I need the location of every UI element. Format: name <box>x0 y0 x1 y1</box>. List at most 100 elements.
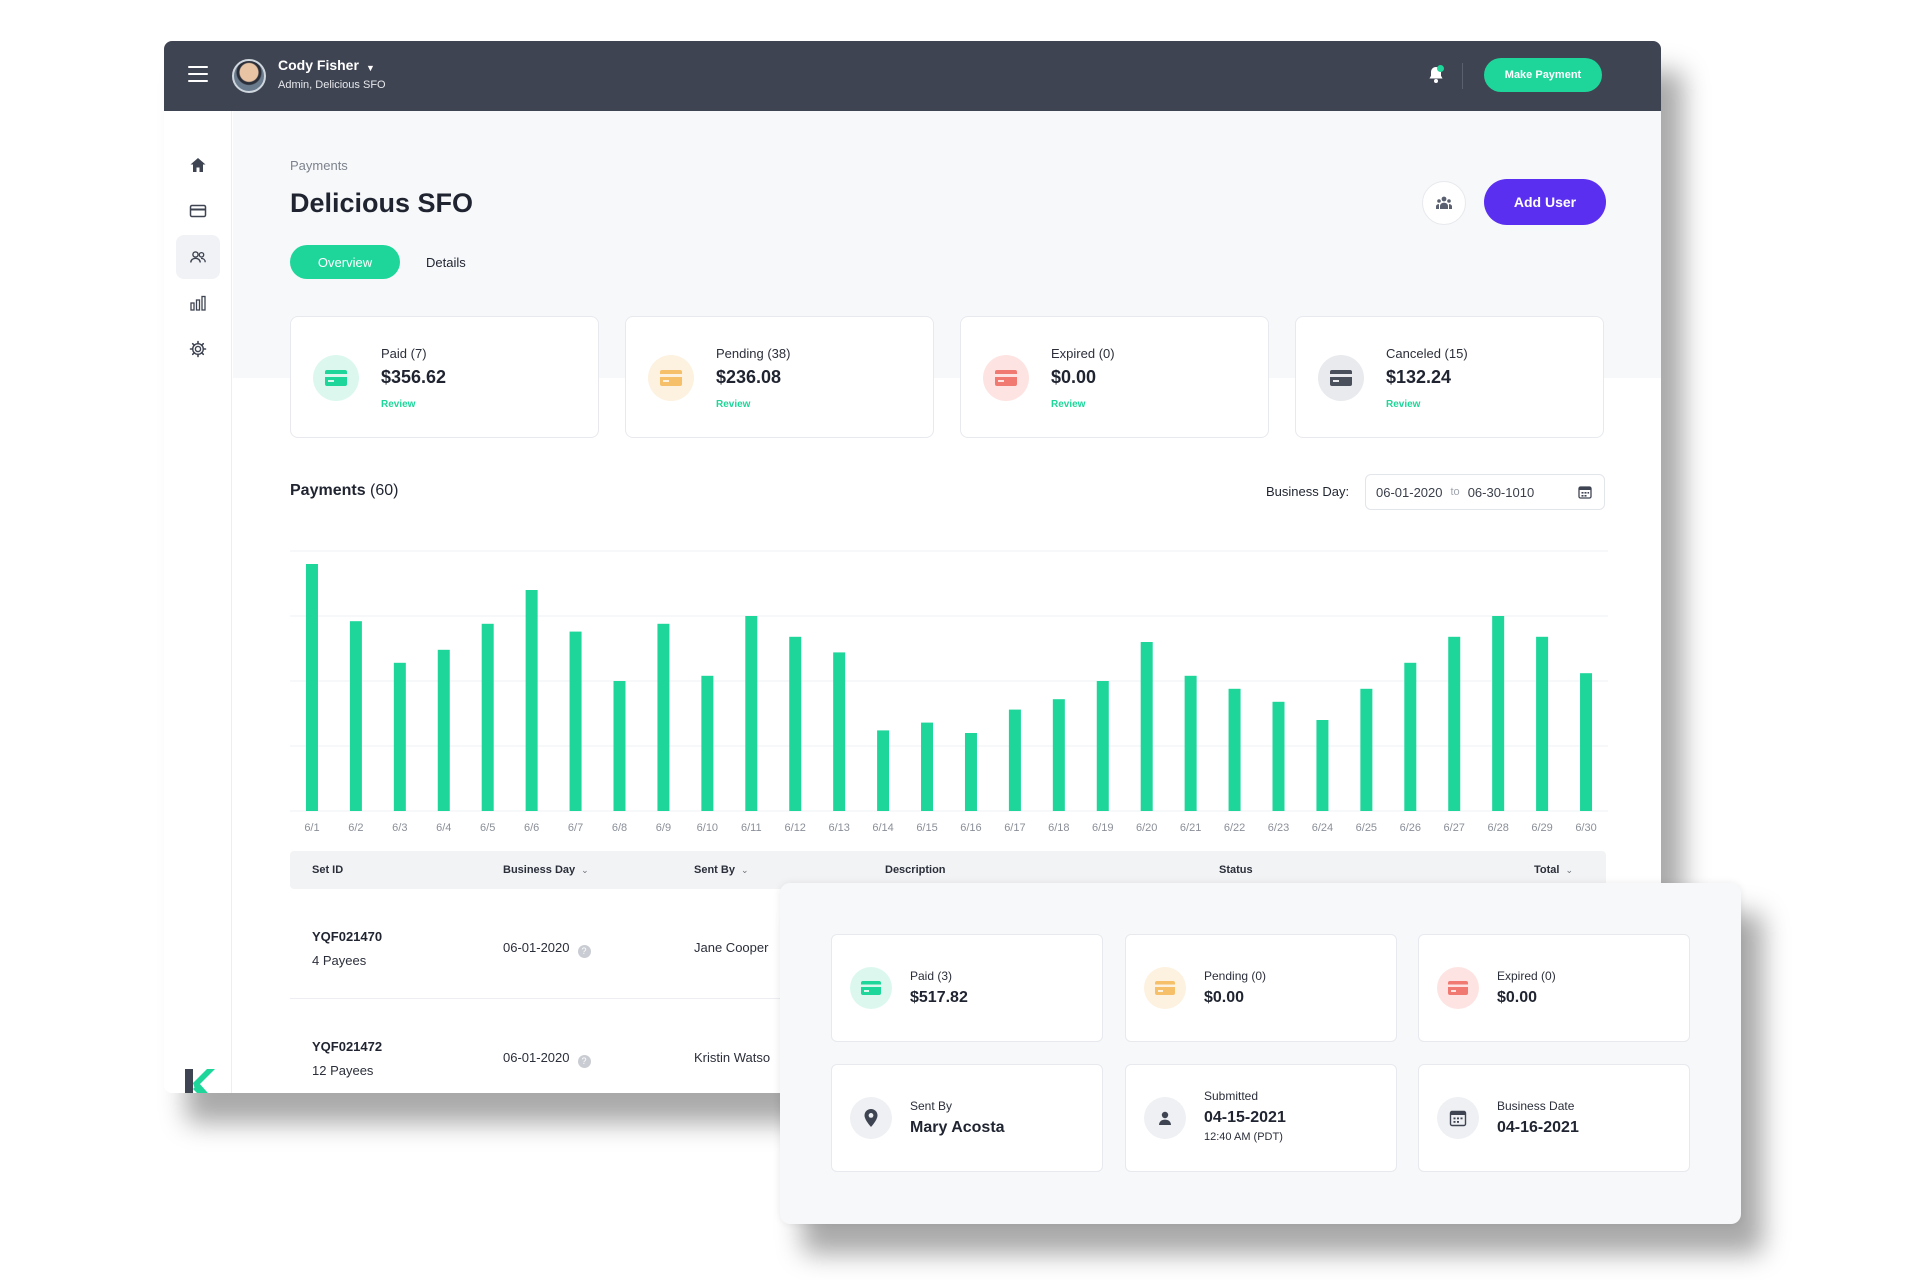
x-tick-label: 6/16 <box>960 822 981 834</box>
stat-card-expired[interactable]: Expired (0) $0.00 Review <box>960 316 1269 438</box>
chart-bar-6-25[interactable] <box>1360 688 1373 811</box>
sidebar-item-payments[interactable] <box>176 189 220 233</box>
table-row[interactable]: YQF021472 12 Payees 06-01-2020? Kristin … <box>290 999 1606 1093</box>
chart-bar-6-10[interactable] <box>701 675 714 811</box>
x-tick-label: 6/10 <box>697 822 718 834</box>
help-icon[interactable]: ? <box>577 1055 591 1068</box>
stat-card-pending[interactable]: Pending (38) $236.08 Review <box>625 316 934 438</box>
sidebar-item-settings[interactable] <box>176 327 220 371</box>
make-payment-button[interactable]: Make Payment <box>1484 58 1602 92</box>
column-header-status[interactable]: Status <box>1219 864 1253 876</box>
tab-details[interactable]: Details <box>426 255 466 270</box>
breadcrumb[interactable]: Payments <box>290 158 348 173</box>
chart-bar-6-8[interactable] <box>613 681 626 811</box>
calendar-icon <box>1437 1097 1479 1139</box>
chart-bar-6-21[interactable] <box>1184 675 1197 811</box>
detail-value: $517.82 <box>910 989 968 1006</box>
chart-bar-6-9[interactable] <box>657 623 670 811</box>
chart-bar-6-23[interactable] <box>1272 701 1285 811</box>
column-header-sent-by[interactable]: Sent By ⌄ <box>694 864 749 876</box>
calendar-icon[interactable] <box>1578 485 1592 499</box>
detail-label: Sent By <box>910 1099 953 1113</box>
x-tick-label: 6/11 <box>741 822 762 834</box>
sidebar-item-home[interactable] <box>176 143 220 187</box>
home-icon <box>190 158 206 172</box>
chevron-down-icon[interactable]: ⌄ <box>1565 865 1574 875</box>
column-header-business-day[interactable]: Business Day ⌄ <box>503 864 589 876</box>
chart-bar-6-14[interactable] <box>877 730 890 811</box>
x-tick-label: 6/22 <box>1224 822 1245 834</box>
date-range-picker[interactable]: 06-01-2020 to 06-30-1010 <box>1365 474 1605 510</box>
detail-label: Submitted <box>1204 1089 1259 1103</box>
chevron-down-icon[interactable]: ⌄ <box>740 865 749 875</box>
stat-label: Pending (38) <box>716 346 791 361</box>
chart-bar-6-3[interactable] <box>393 662 406 811</box>
detail-label: Business Date <box>1497 1099 1575 1113</box>
x-tick-label: 6/20 <box>1136 822 1157 834</box>
date-to-label: to <box>1450 486 1460 498</box>
column-header-total[interactable]: Total ⌄ <box>1534 864 1573 876</box>
sidebar-item-users[interactable] <box>176 235 220 279</box>
review-link[interactable]: Review <box>381 399 416 410</box>
column-header-set-id[interactable]: Set ID <box>312 864 343 876</box>
stat-card-canceled[interactable]: Canceled (15) $132.24 Review <box>1295 316 1604 438</box>
chart-bar-6-7[interactable] <box>569 631 582 811</box>
credit-card-icon <box>189 204 207 218</box>
chevron-down-icon[interactable]: ▼ <box>366 63 375 73</box>
chart-bar-6-18[interactable] <box>1052 699 1065 811</box>
credit-card-icon <box>850 967 892 1009</box>
chart-bar-6-29[interactable] <box>1536 636 1549 811</box>
date-from[interactable]: 06-01-2020 <box>1376 484 1443 500</box>
chart-bar-6-16[interactable] <box>964 733 977 811</box>
chevron-down-icon[interactable]: ⌄ <box>581 865 589 875</box>
payments-bar-chart: 6/1 6/2 6/3 6/4 6/5 6/6 6/7 6/8 6/9 6/10 6/11 6/12 6… <box>290 550 1608 834</box>
date-to[interactable]: 06-30-1010 <box>1467 484 1535 500</box>
chart-bar-6-24[interactable] <box>1316 720 1329 811</box>
column-header-description[interactable]: Description <box>885 864 946 876</box>
chart-bar-6-2[interactable] <box>349 621 362 811</box>
chart-bar-6-17[interactable] <box>1008 709 1021 811</box>
chart-bar-6-12[interactable] <box>789 636 802 811</box>
chart-bar-6-11[interactable] <box>745 616 758 811</box>
chart-bar-6-27[interactable] <box>1448 636 1461 811</box>
chart-bar-6-4[interactable] <box>437 649 450 811</box>
set-id[interactable]: YQF021470 <box>312 929 383 944</box>
tab-overview[interactable]: Overview <box>290 245 400 279</box>
chart-bar-6-6[interactable] <box>525 590 538 811</box>
divider <box>1462 63 1463 89</box>
stat-card-paid[interactable]: Paid (7) $356.62 Review <box>290 316 599 438</box>
sent-by-cell: Kristin Watso <box>694 1050 771 1065</box>
x-tick-label: 6/5 <box>480 822 495 834</box>
user-name[interactable]: Cody Fisher <box>278 57 359 73</box>
chart-bar-6-30[interactable] <box>1580 673 1593 811</box>
x-tick-label: 6/30 <box>1575 822 1596 834</box>
review-link[interactable]: Review <box>716 399 751 410</box>
chart-bar-6-19[interactable] <box>1096 681 1109 811</box>
column-label: Set ID <box>312 864 344 876</box>
detail-card-pending: Pending (0) $0.00 <box>1125 934 1397 1042</box>
chart-bar-6-28[interactable] <box>1492 616 1505 811</box>
review-link[interactable]: Review <box>1051 399 1086 410</box>
chart-bar-6-5[interactable] <box>481 623 494 811</box>
help-icon[interactable]: ? <box>577 945 591 958</box>
add-user-button[interactable]: Add User <box>1484 179 1606 225</box>
chart-bar-6-26[interactable] <box>1404 662 1417 811</box>
chart-bar-6-13[interactable] <box>833 652 846 811</box>
x-tick-label: 6/14 <box>872 822 893 834</box>
group-icon <box>1436 196 1452 209</box>
review-link[interactable]: Review <box>1386 399 1421 410</box>
credit-card-icon <box>1144 967 1186 1009</box>
payment-detail-panel: Paid (3) $517.82 Pending (0) $0.00 Expir… <box>780 883 1741 1224</box>
credit-card-icon <box>1437 967 1479 1009</box>
menu-icon[interactable] <box>188 66 208 84</box>
avatar[interactable] <box>232 59 266 93</box>
chart-bar-6-22[interactable] <box>1228 688 1241 811</box>
chart-bar-6-20[interactable] <box>1140 642 1153 811</box>
group-button[interactable] <box>1422 181 1466 225</box>
set-id[interactable]: YQF021472 <box>312 1039 383 1054</box>
sidebar-item-reports[interactable] <box>176 281 220 325</box>
column-label: Sent By <box>694 864 735 876</box>
chart-bar-6-15[interactable] <box>921 722 934 811</box>
chart-bar-6-1[interactable] <box>305 564 318 811</box>
x-tick-label: 6/15 <box>916 822 937 834</box>
